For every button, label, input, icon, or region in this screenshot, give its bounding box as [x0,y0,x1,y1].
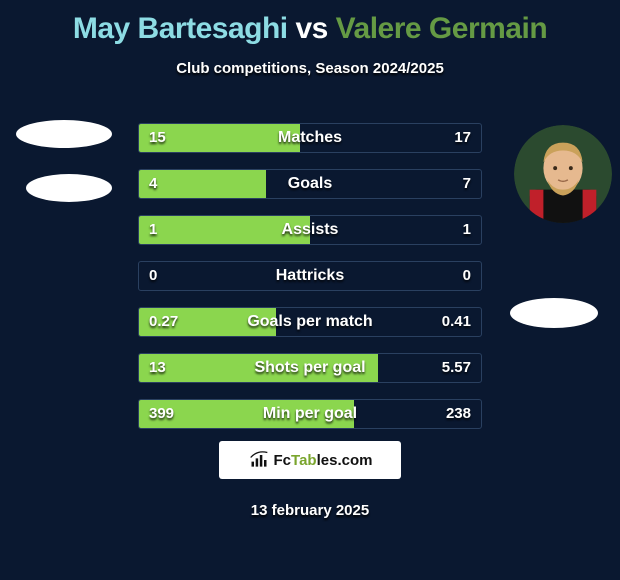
stat-label: Min per goal [139,400,481,428]
footer-date: 13 february 2025 [0,502,620,519]
player2-avatar [514,125,612,223]
stat-row: 399Min per goal238 [138,399,482,429]
brand-mid: Tab [291,452,317,469]
comparison-title: May Bartesaghi vs Valere Germain [0,0,620,46]
stat-value-right: 17 [454,124,471,152]
brand-prefix: Fc [274,452,292,469]
stat-value-right: 7 [463,170,471,198]
stat-value-right: 0.41 [442,308,471,336]
stat-value-right: 238 [446,400,471,428]
stat-value-right: 0 [463,262,471,290]
brand-chart-icon [248,450,270,470]
player1-name: May Bartesaghi [73,12,288,45]
stat-label: Shots per goal [139,354,481,382]
stat-row: 15Matches17 [138,123,482,153]
brand-suffix: les.com [317,452,373,469]
stat-row: 4Goals7 [138,169,482,199]
stat-label: Goals [139,170,481,198]
stat-row: 1Assists1 [138,215,482,245]
player2-name: Valere Germain [336,12,547,45]
subtitle-text: Club competitions, Season 2024/2025 [0,60,620,77]
player2-badge [510,298,598,328]
brand-text: FcTables.com [274,452,373,469]
stat-label: Goals per match [139,308,481,336]
stat-row: 13Shots per goal5.57 [138,353,482,383]
player1-badge-top [16,120,112,148]
stat-row: 0.27Goals per match0.41 [138,307,482,337]
stat-value-right: 1 [463,216,471,244]
brand-badge: FcTables.com [219,441,401,479]
stat-value-right: 5.57 [442,354,471,382]
stat-label: Matches [139,124,481,152]
stats-bars-container: 15Matches17 4Goals7 1Assists1 0Hattricks0 0.… [138,123,482,445]
stat-row: 0Hattricks0 [138,261,482,291]
stat-label: Assists [139,216,481,244]
player2-avatar-svg [514,125,612,223]
player1-badge-bottom [26,174,112,202]
stat-label: Hattricks [139,262,481,290]
vs-text: vs [295,12,327,45]
